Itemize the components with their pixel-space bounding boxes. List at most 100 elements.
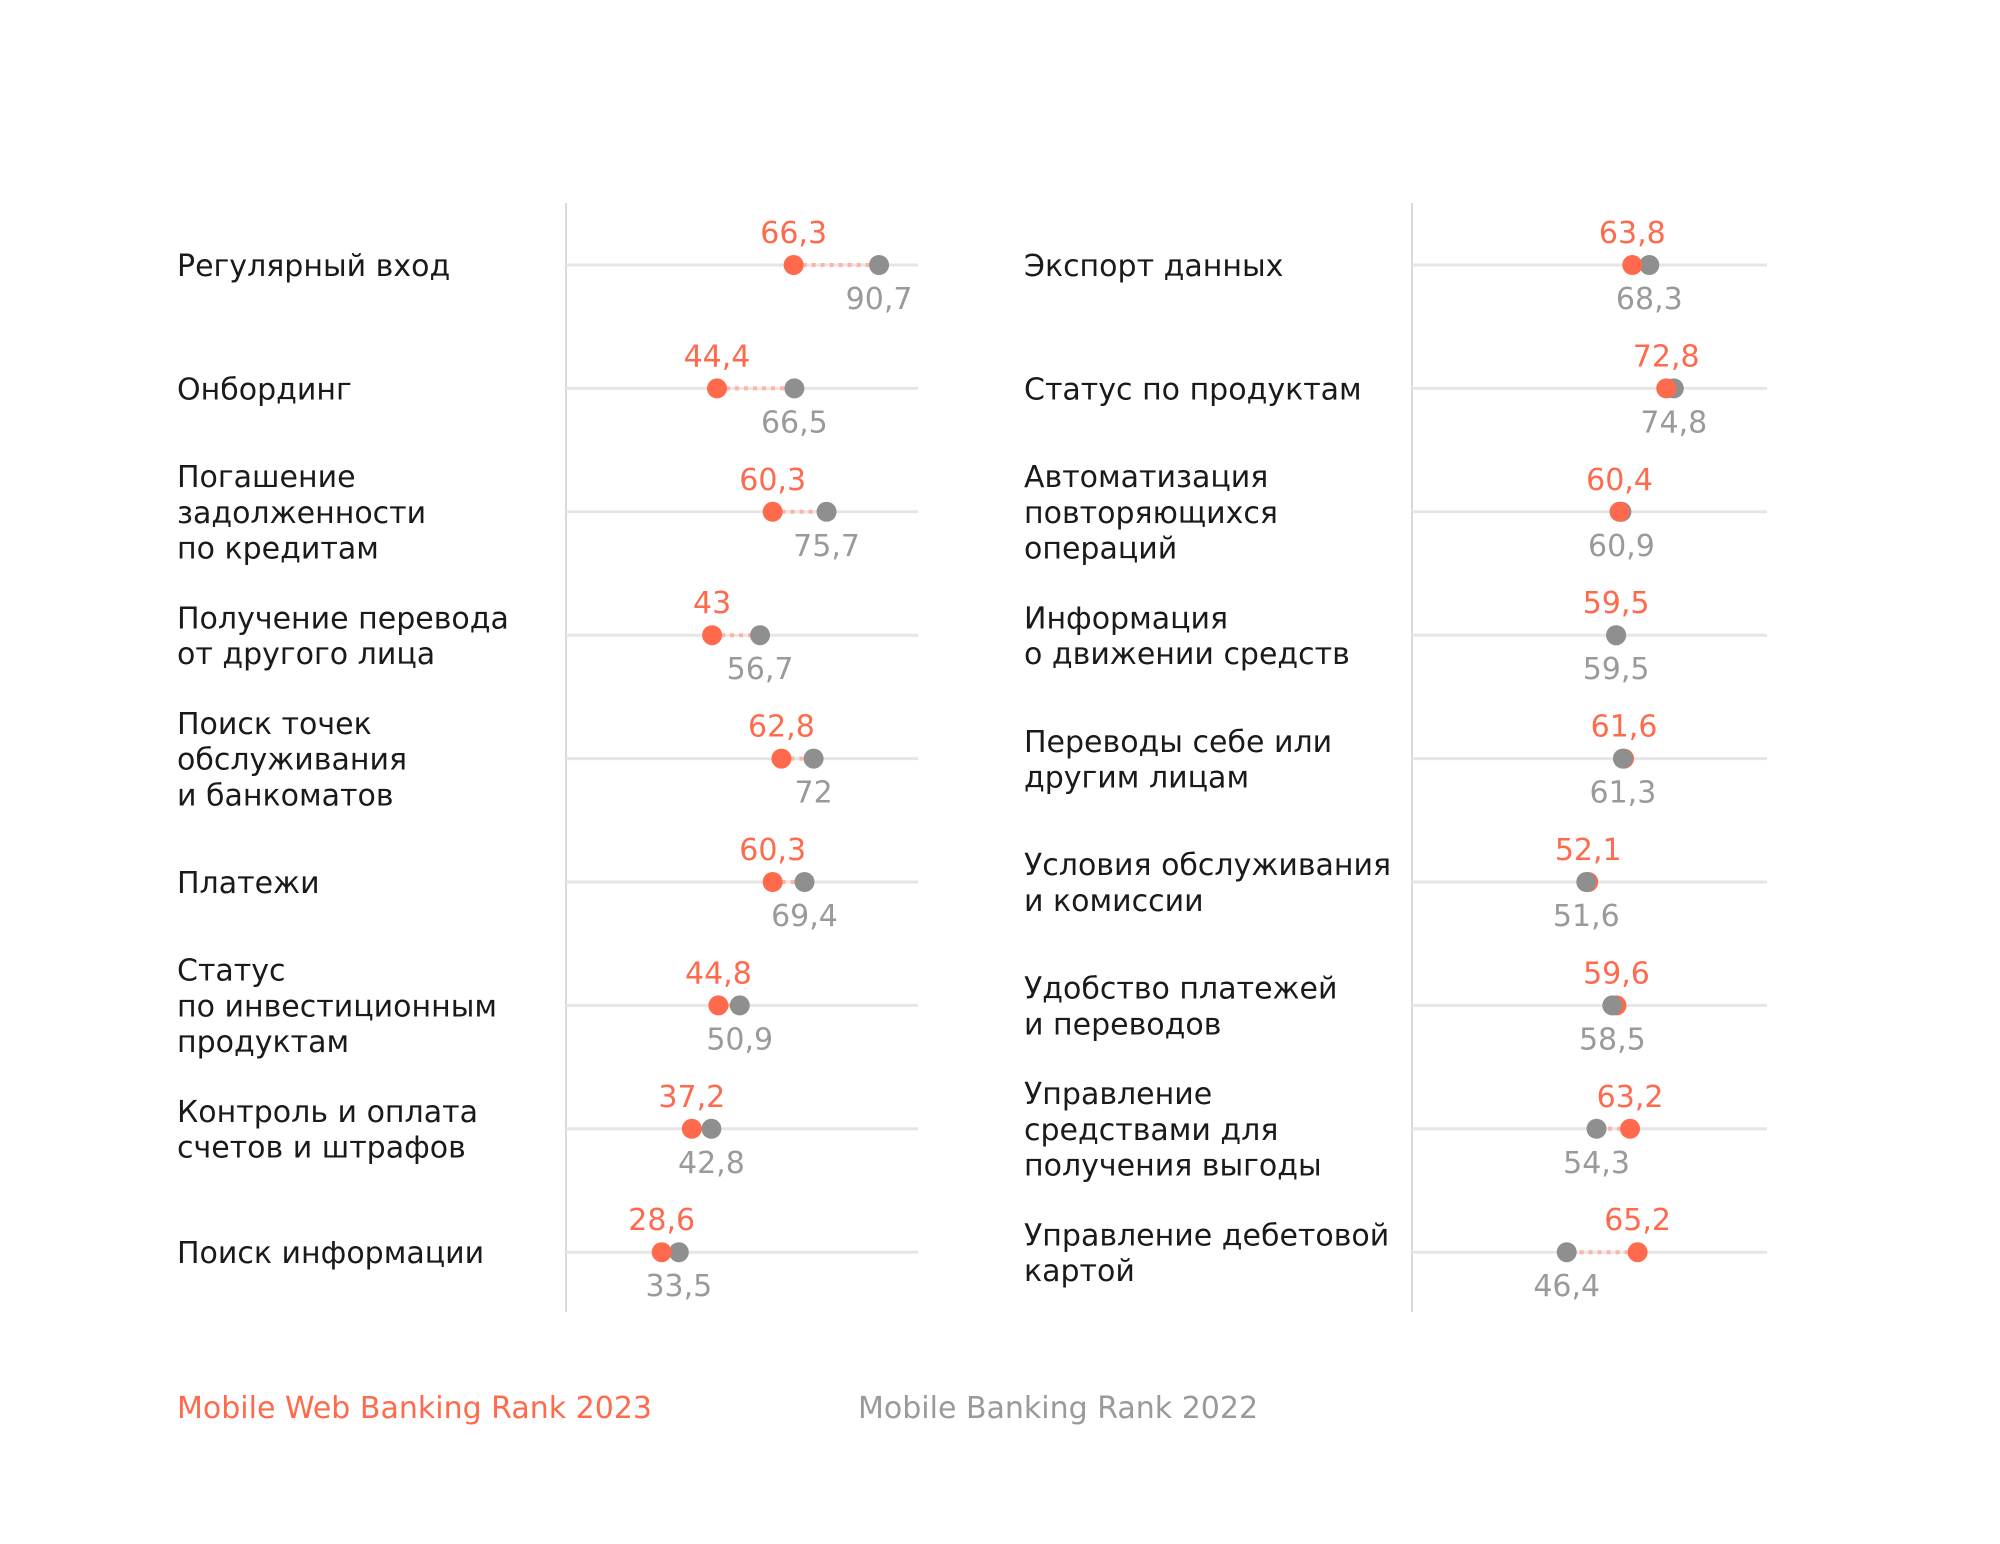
category-label-line: Удобство платежей — [1024, 972, 1338, 1007]
dot-2023 — [707, 378, 727, 399]
value-label-2023: 61,6 — [1591, 710, 1658, 745]
dot-2022 — [1639, 255, 1660, 275]
dot-2022 — [1602, 995, 1623, 1016]
category-label-line: Автоматизация — [1024, 460, 1268, 495]
category-label-line: Экспорт данных — [1024, 249, 1283, 284]
category-label: Онбординг — [177, 372, 352, 407]
value-label-2022: 50,9 — [706, 1022, 773, 1057]
value-label-2023: 60,3 — [739, 463, 806, 498]
category-label-line: Статус — [177, 954, 286, 989]
category-label-line: Управление — [1024, 1077, 1212, 1112]
category-label-line: и банкоматов — [177, 778, 394, 813]
value-label-2023: 66,3 — [760, 216, 827, 251]
category-label-line: Контроль и оплата — [177, 1095, 478, 1130]
dot-2022 — [668, 1242, 689, 1263]
value-label-2022: 51,6 — [1553, 899, 1620, 934]
value-label-2022: 74,8 — [1640, 405, 1707, 440]
value-label-2022: 60,9 — [1588, 529, 1655, 564]
category-label: Автоматизация повторяющихся операций — [1024, 460, 1278, 566]
value-label-2023: 59,6 — [1583, 956, 1650, 991]
legend-2023: Mobile Web Banking Rank 2023 — [177, 1391, 652, 1426]
dot-2023 — [762, 872, 783, 892]
category-label-line: Поиск точек — [177, 707, 372, 742]
value-label-2022: 66,5 — [761, 405, 828, 440]
value-label-2023: 60,4 — [1586, 463, 1653, 498]
dot-2023 — [702, 625, 723, 646]
category-label: Удобство платежей и переводов — [1024, 972, 1338, 1043]
category-label-line: картой — [1024, 1254, 1135, 1289]
dot-2022 — [750, 625, 771, 646]
category-label-line: Погашение — [177, 460, 356, 495]
value-label-2023: 62,8 — [748, 710, 815, 745]
dot-2023 — [783, 255, 804, 275]
dot-2022 — [1586, 1118, 1607, 1139]
dot-2023 — [1609, 501, 1630, 522]
dot-2022 — [1612, 748, 1633, 769]
value-label-2023: 60,3 — [739, 833, 806, 868]
value-label-2022: 46,4 — [1533, 1269, 1600, 1304]
dot-2022 — [794, 872, 815, 892]
dot-2023 — [1656, 378, 1677, 399]
category-label-line: и комиссии — [1024, 884, 1204, 919]
category-label-line: Статус по продуктам — [1024, 372, 1362, 407]
value-label-2022: 69,4 — [771, 899, 838, 934]
category-label: Поиск точек обслуживания и банкоматов — [177, 707, 407, 813]
value-label-2022: 42,8 — [678, 1146, 745, 1181]
value-label-2022: 33,5 — [645, 1269, 712, 1304]
category-label-line: Получение перевода — [177, 601, 509, 636]
value-label-2022: 56,7 — [727, 652, 794, 687]
category-label: Управление средствами для получения выгоды — [1024, 1077, 1322, 1183]
value-label-2023: 44,8 — [685, 956, 752, 991]
dot-2022 — [701, 1118, 722, 1139]
category-label-line: и переводов — [1024, 1007, 1221, 1042]
category-label-line: Поиск информации — [177, 1236, 484, 1271]
value-label-2022: 61,3 — [1590, 776, 1657, 811]
category-label-line: по инвестиционным — [177, 989, 497, 1024]
category-label: Статус по продуктам — [1024, 372, 1362, 407]
value-label-2022: 68,3 — [1616, 282, 1683, 317]
category-label-line: Информация — [1024, 601, 1228, 636]
dot-2023 — [681, 1118, 702, 1139]
value-label-2023: 37,2 — [658, 1080, 725, 1115]
dot-2023 — [708, 995, 729, 1016]
category-label: Регулярный вход — [177, 249, 450, 284]
category-label-line: Регулярный вход — [177, 249, 450, 284]
category-label-line: получения выгоды — [1024, 1149, 1322, 1184]
value-label-2023: 28,6 — [628, 1203, 695, 1238]
dot-2023 — [1622, 255, 1643, 275]
dot-2023 — [1627, 1242, 1648, 1263]
value-label-2023: 72,8 — [1633, 339, 1700, 374]
legend-2022: Mobile Banking Rank 2022 — [858, 1391, 1258, 1426]
value-label-2022: 59,5 — [1583, 652, 1650, 687]
category-label: Поиск информации — [177, 1236, 484, 1271]
dot-2022 — [1556, 1242, 1577, 1263]
value-label-2022: 75,7 — [793, 529, 860, 564]
dot-2022 — [816, 501, 837, 522]
dot-2022 — [1606, 625, 1627, 646]
category-label: Платежи — [177, 866, 320, 901]
category-label-line: Управление дебетовой — [1024, 1218, 1389, 1253]
value-label-2023: 44,4 — [684, 339, 751, 374]
value-label-2022: 54,3 — [1563, 1146, 1630, 1181]
category-label-line: Онбординг — [177, 372, 352, 407]
category-label-line: повторяющихся — [1024, 496, 1278, 531]
value-label-2023: 59,5 — [1583, 586, 1650, 621]
category-label: Экспорт данных — [1024, 249, 1283, 284]
category-label: Погашение задолженности по кредитам — [177, 460, 426, 566]
category-label-line: средствами для — [1024, 1113, 1278, 1148]
category-label-line: счетов и штрафов — [177, 1131, 466, 1166]
dot-2022 — [1576, 872, 1597, 892]
category-label: Получение перевода от другого лица — [177, 601, 509, 672]
dot-2022 — [729, 995, 750, 1016]
category-label-line: по кредитам — [177, 532, 379, 567]
category-label-line: от другого лица — [177, 637, 435, 672]
category-label-line: операций — [1024, 532, 1177, 567]
category-label-line: другим лицам — [1024, 760, 1249, 795]
dot-2022 — [869, 255, 890, 275]
category-label-line: задолженности — [177, 496, 426, 531]
value-label-2022: 58,5 — [1579, 1022, 1646, 1057]
category-label-line: Условия обслуживания — [1024, 848, 1391, 883]
value-label-2022: 90,7 — [846, 282, 913, 317]
dot-2023 — [771, 748, 792, 769]
